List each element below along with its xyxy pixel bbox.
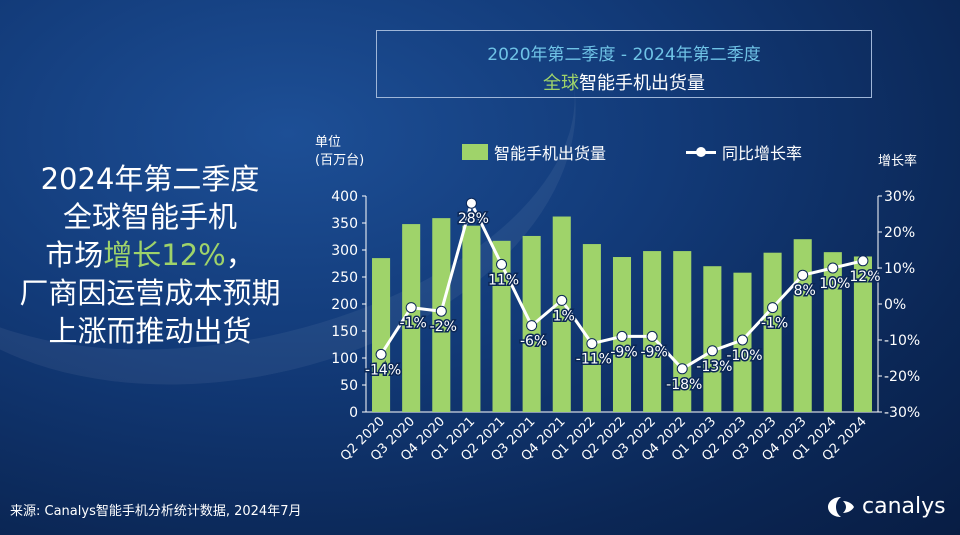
growth-data-label: 28% xyxy=(458,211,489,227)
growth-data-label: -9% xyxy=(640,344,667,360)
growth-data-label: -6% xyxy=(520,334,547,350)
canalys-logo-icon xyxy=(828,496,854,517)
chart-title-accent: 全球 xyxy=(543,73,579,94)
growth-data-label: 10% xyxy=(819,276,850,292)
left-tick-label: 350 xyxy=(331,216,358,232)
growth-data-label: 11% xyxy=(488,272,519,288)
right-tick-label: 0% xyxy=(884,297,906,313)
brand-name: canalys xyxy=(862,494,946,519)
growth-point xyxy=(526,320,538,332)
bar xyxy=(402,224,421,412)
headline-line3-prefix: 市场 xyxy=(45,238,104,272)
chart-title-rest: 智能手机出货量 xyxy=(579,73,705,94)
bar xyxy=(763,252,782,412)
growth-data-label: -2% xyxy=(430,319,457,335)
bar xyxy=(492,240,511,412)
growth-point xyxy=(435,305,447,317)
growth-data-label: 12% xyxy=(849,269,880,285)
chart-title-box: 2020年第二季度 - 2024年第二季度 全球智能手机出货量 xyxy=(376,30,872,98)
left-axis-title-line2: (百万台) xyxy=(315,153,365,168)
headline-line3-suffix: ， xyxy=(225,238,255,272)
bar xyxy=(793,239,812,412)
growth-point xyxy=(797,269,809,281)
bar xyxy=(372,258,391,412)
growth-point xyxy=(736,334,748,346)
bar xyxy=(703,266,722,412)
right-tick-label: -10% xyxy=(884,333,920,349)
left-tick-label: 150 xyxy=(331,324,358,340)
right-tick-label: -20% xyxy=(884,369,920,385)
bar xyxy=(582,244,601,412)
left-tick-label: 250 xyxy=(331,270,358,286)
left-axis-title: 单位 (百万台) xyxy=(315,134,364,170)
chart-title-period: 2020年第二季度 - 2024年第二季度 xyxy=(487,45,761,65)
headline-line4: 厂商因运营成本预期 xyxy=(19,276,281,310)
headline-line3: 市场增长12%， xyxy=(0,236,300,274)
headline: 2024年第二季度 全球智能手机 市场增长12%， 厂商因运营成本预期 上涨而推… xyxy=(0,160,300,350)
left-tick-label: 200 xyxy=(331,297,358,313)
headline-highlight: 增长12% xyxy=(103,238,226,272)
growth-data-label: 8% xyxy=(794,283,816,299)
growth-point xyxy=(465,197,477,209)
right-tick-label: 30% xyxy=(884,189,915,205)
growth-point xyxy=(857,255,869,267)
right-tick-label: -30% xyxy=(884,405,920,421)
growth-data-label: -13% xyxy=(696,359,732,375)
headline-line1: 2024年第二季度 xyxy=(40,162,260,196)
growth-point xyxy=(616,330,628,342)
left-tick-label: 400 xyxy=(331,189,358,205)
right-tick-label: 10% xyxy=(884,261,915,277)
growth-point xyxy=(646,330,658,342)
legend-line-swatch xyxy=(686,144,717,160)
left-tick-label: 50 xyxy=(340,378,358,394)
growth-point xyxy=(556,294,568,306)
left-tick-label: 100 xyxy=(331,351,358,367)
bar xyxy=(853,256,872,412)
growth-point xyxy=(375,348,387,360)
right-axis-title: 增长率 xyxy=(878,154,918,169)
growth-data-label: -9% xyxy=(610,344,637,360)
growth-data-label: -1% xyxy=(761,316,788,332)
legend-line-label: 同比增长率 xyxy=(722,144,803,163)
brand-logo: canalys xyxy=(826,494,946,519)
growth-data-label: -18% xyxy=(666,377,702,393)
left-tick-label: 0 xyxy=(349,405,358,421)
chart-legend: 智能手机出货量 同比增长率 xyxy=(462,140,802,164)
growth-point xyxy=(586,338,598,350)
growth-point xyxy=(827,262,839,274)
growth-data-label: -14% xyxy=(365,362,401,378)
bar xyxy=(462,225,481,412)
growth-point xyxy=(767,302,779,314)
growth-data-label: -1% xyxy=(400,316,427,332)
headline-line5: 上涨而推动出货 xyxy=(48,314,252,348)
legend-bar-swatch xyxy=(462,144,488,160)
left-tick-label: 300 xyxy=(331,243,358,259)
bar xyxy=(552,216,571,412)
legend-bar-label: 智能手机出货量 xyxy=(494,144,607,163)
source-note: 来源: Canalys智能手机分析统计数据, 2024年7月 xyxy=(10,504,302,519)
growth-data-label: 1% xyxy=(553,308,575,324)
right-tick-label: 20% xyxy=(884,225,915,241)
growth-data-label: -10% xyxy=(726,348,762,364)
growth-point xyxy=(496,258,508,270)
chart-title-main: 全球智能手机出货量 xyxy=(377,69,871,95)
growth-point xyxy=(676,363,688,375)
headline-line2: 全球智能手机 xyxy=(62,200,237,234)
growth-point xyxy=(405,302,417,314)
growth-data-label: -11% xyxy=(576,352,612,368)
growth-point xyxy=(706,345,718,357)
bar xyxy=(823,252,842,412)
left-axis-title-line1: 单位 xyxy=(315,135,342,150)
